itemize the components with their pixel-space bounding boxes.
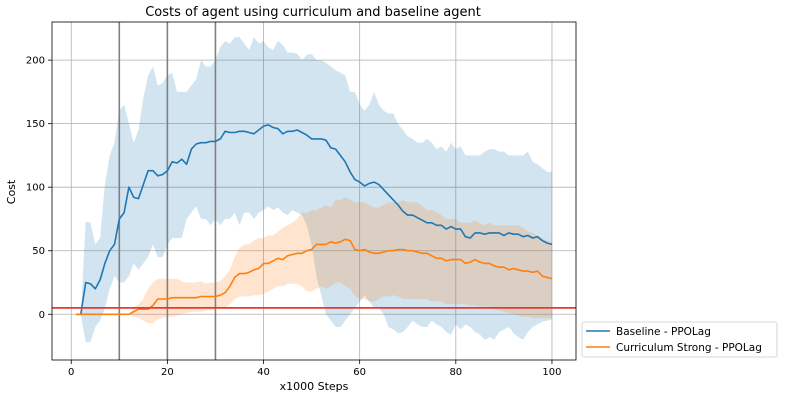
y-axis-ticks: 0 50 100 150 200: [26, 56, 52, 321]
curriculum-line: [76, 238, 553, 316]
x-axis-label: x1000 Steps: [280, 380, 349, 393]
confidence-bands: [76, 37, 552, 343]
plot-area-background: [52, 22, 576, 360]
legend-label-baseline: Baseline - PPOLag: [616, 326, 711, 338]
y-tick-label-0: 0: [39, 310, 45, 321]
x-tick-label-2: 40: [257, 367, 270, 378]
curriculum-band: [76, 197, 552, 324]
y-tick-label-1: 50: [32, 246, 45, 257]
chart-title: Costs of agent using curriculum and base…: [145, 5, 481, 20]
legend-label-curriculum: Curriculum Strong - PPOLag: [616, 342, 762, 354]
x-tick-label-3: 60: [353, 367, 366, 378]
x-axis-ticks: 0 20 40 60 80 100: [68, 360, 562, 378]
x-tick-label-1: 20: [161, 367, 174, 378]
y-tick-label-4: 200: [26, 56, 45, 67]
y-axis-label: Cost: [5, 179, 18, 204]
x-tick-label-5: 100: [542, 367, 561, 378]
legend: Baseline - PPOLag Curriculum Strong - PP…: [581, 321, 778, 358]
x-tick-label-0: 0: [68, 367, 74, 378]
plot-frame: [51, 21, 577, 361]
baseline-line: [76, 124, 553, 316]
y-tick-label-3: 150: [26, 119, 45, 130]
y-tick-label-2: 100: [26, 183, 45, 194]
baseline-band: [76, 37, 552, 343]
phase-lines: [118, 22, 217, 360]
x-tick-label-4: 80: [449, 367, 462, 378]
legend-box: [581, 321, 778, 358]
series-lines: [76, 124, 553, 316]
